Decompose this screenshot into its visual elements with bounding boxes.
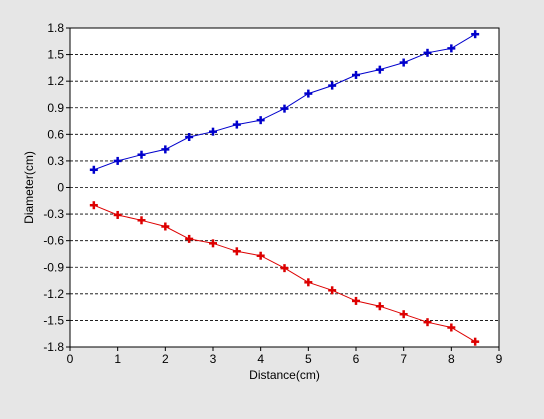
y-tick-label: -1.2 [43,287,64,301]
data-point [304,278,313,287]
y-tick-label: -0.3 [43,207,64,221]
y-tick-label: -1.8 [43,340,64,354]
data-point [328,286,337,295]
data-point [209,239,217,248]
data-point [113,210,122,219]
data-point [399,310,408,319]
x-tick-label: 2 [162,352,169,366]
x-tick-label: 1 [114,352,121,366]
data-point [256,116,265,125]
data-point [113,156,122,165]
series-2 [89,201,480,346]
data-point [280,104,289,113]
y-axis-label: Diameter(cm) [22,151,36,224]
data-point [89,165,98,174]
y-tick-label: 1.5 [47,48,64,62]
data-point [447,323,456,332]
data-point [280,264,289,273]
y-tick-label: 1.8 [47,21,64,35]
x-tick-label: 8 [448,352,455,366]
data-point [161,145,170,154]
data-point [423,48,432,57]
x-tick-label: 0 [67,352,74,366]
data-point [375,65,384,74]
data-point [471,30,480,39]
y-tick-label: 0.6 [47,127,64,141]
data-point [232,120,241,129]
x-tick-label: 3 [210,352,217,366]
data-point [89,201,98,210]
axes: -1.8 -1.5 -1.2 -0.9 -0.6 -0.3 0 0.3 0.6 0.9 1.2 1.5… [43,21,502,366]
data-point [447,44,456,53]
x-tick-label: 9 [496,352,503,366]
y-tick-label: 0.9 [47,101,64,115]
x-axis-label: Distance(cm) [249,368,320,382]
series-layer [89,30,480,346]
y-tick-label: -1.5 [43,313,64,327]
data-point [209,127,217,136]
x-tick-label: 5 [305,352,312,366]
series-1 [89,30,480,174]
data-point [185,132,194,141]
data-point [328,81,337,90]
data-point [256,251,265,260]
x-tick-label: 7 [400,352,407,366]
data-point [471,337,480,346]
data-point [185,234,194,243]
y-tick-label: -0.9 [43,260,64,274]
y-tick-label: 0.3 [47,154,64,168]
y-tick-label: 1.2 [47,74,64,88]
data-point [423,318,432,327]
data-point [137,150,146,159]
data-point [352,296,360,305]
x-tick-label: 6 [353,352,360,366]
y-tick-label: -0.6 [43,234,64,248]
data-point [352,70,360,79]
data-point [161,222,170,231]
data-point [232,247,241,256]
y-tick-label: 0 [57,181,64,195]
data-point [304,89,313,98]
data-point [137,216,146,225]
data-point [399,58,408,67]
data-point [375,302,384,311]
plot-area [69,27,500,348]
x-tick-label: 4 [257,352,264,366]
